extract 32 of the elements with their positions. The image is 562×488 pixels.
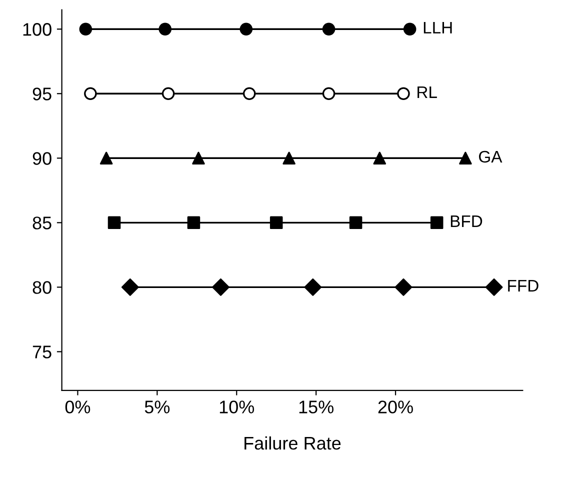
x-tick-label: 5% — [144, 400, 170, 414]
point — [485, 278, 503, 296]
point — [459, 152, 472, 165]
point — [270, 216, 283, 230]
point — [373, 152, 386, 165]
x-tick-label: 10% — [220, 400, 254, 414]
y-tick-label: 85 — [32, 216, 52, 230]
x-tick-label: 20% — [378, 400, 413, 414]
series-label: BFD — [450, 216, 482, 227]
y-tick-label: 80 — [32, 281, 52, 294]
series-label: LLH — [424, 22, 452, 34]
x-tick-label: 15% — [299, 400, 334, 414]
point — [187, 216, 200, 230]
point — [192, 152, 205, 165]
series-label: FFD — [508, 280, 538, 292]
point — [212, 278, 230, 296]
point — [430, 216, 444, 230]
x-tick-label: 0% — [65, 400, 90, 414]
series-label: GA — [479, 150, 502, 163]
point — [394, 278, 412, 296]
series-label: RL — [418, 86, 437, 98]
point — [121, 278, 139, 296]
x-axis-title: Failure Rate — [244, 436, 341, 450]
point — [100, 152, 113, 165]
point — [349, 216, 362, 230]
point — [108, 216, 121, 230]
point — [282, 152, 296, 165]
point — [304, 278, 322, 296]
y-tick-label: 75 — [32, 346, 52, 358]
y-tick-label: 90 — [32, 152, 52, 165]
y-tick-label: 100 — [23, 23, 52, 36]
y-tick-label: 95 — [32, 88, 52, 100]
